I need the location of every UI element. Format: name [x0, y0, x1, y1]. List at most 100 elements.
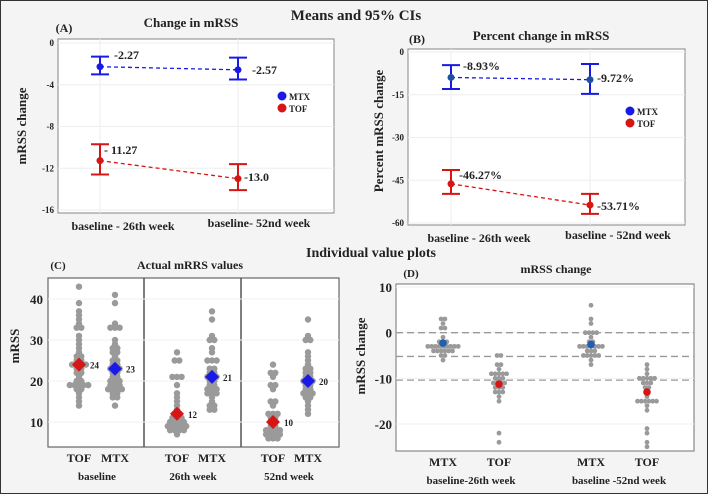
- data-point: [173, 381, 181, 389]
- data-point: [496, 375, 502, 381]
- x-facet-label: baseline: [78, 471, 116, 483]
- data-point: [204, 390, 211, 397]
- data-point: [208, 357, 216, 364]
- data-point: [425, 343, 431, 349]
- data-point: [208, 316, 216, 323]
- data-point: [584, 348, 590, 354]
- data-point: [496, 430, 502, 436]
- data-point: [208, 308, 216, 315]
- mean-point: [586, 76, 594, 84]
- series-line-mtx: [99, 66, 239, 71]
- data-point: [442, 316, 448, 322]
- mean-point: [96, 63, 104, 71]
- data-point: [500, 389, 506, 395]
- data-point: [213, 390, 220, 397]
- data-label: -53.71%: [597, 199, 640, 213]
- data-point: [489, 371, 494, 377]
- x-category-label: baseline- 52nd week: [208, 216, 311, 230]
- y-tick-label: 0: [386, 326, 393, 341]
- x-category-label: baseline - 26th week: [428, 231, 531, 245]
- data-point: [581, 353, 586, 358]
- data-point: [75, 299, 83, 307]
- data-point: [450, 348, 455, 354]
- data-point: [582, 330, 588, 336]
- mean-label: 21: [223, 373, 233, 383]
- y-tick-label: 40: [30, 292, 43, 307]
- data-point: [173, 431, 181, 438]
- x-facet-label: 52nd week: [264, 471, 315, 483]
- data-point: [586, 330, 592, 336]
- mean-point-mtx: [587, 340, 595, 349]
- x-group-label: TOF: [261, 451, 285, 465]
- data-point: [584, 353, 590, 358]
- x-facet-label: baseline-26th week: [427, 475, 517, 487]
- data-point: [169, 373, 176, 381]
- mean-point: [234, 175, 242, 183]
- panel-label: (A): [56, 21, 73, 35]
- y-tick-label: 10: [379, 280, 392, 295]
- data-point: [492, 375, 498, 381]
- x-group-label: MTX: [577, 455, 605, 469]
- data-point: [496, 439, 502, 445]
- data-point: [588, 357, 594, 363]
- mean-point-tof: [495, 380, 503, 388]
- data-point: [644, 403, 650, 409]
- data-point: [588, 348, 594, 354]
- data-point: [492, 389, 498, 395]
- mean-diamond-tof: [266, 415, 280, 429]
- data-point: [66, 381, 74, 389]
- data-label: -9.72%: [597, 71, 634, 85]
- y-axis-label: mRSS change: [14, 87, 29, 164]
- data-point: [588, 316, 594, 322]
- data-point: [304, 316, 312, 323]
- mean-point: [234, 66, 242, 74]
- mean-label: 12: [188, 410, 198, 420]
- data-point: [438, 316, 444, 322]
- data-point: [307, 336, 314, 344]
- data-point: [581, 343, 586, 349]
- data-point: [502, 380, 508, 386]
- mean-diamond-tof: [170, 406, 184, 421]
- x-group-label: MTX: [198, 451, 226, 465]
- x-group-label: TOF: [165, 451, 189, 465]
- data-point: [496, 394, 502, 399]
- data-label: -13.0: [244, 170, 269, 184]
- data-point: [588, 353, 594, 358]
- data-point: [302, 336, 309, 344]
- data-point: [644, 426, 650, 431]
- data-point: [496, 371, 502, 377]
- y-tick-label: -20: [375, 417, 392, 432]
- data-point: [269, 435, 277, 442]
- data-point: [494, 362, 500, 368]
- heading-individual-values: Individual value plots: [306, 246, 436, 261]
- data-label: -8.93%: [463, 59, 500, 73]
- data-point: [648, 375, 654, 381]
- y-axis-label: mRSS change: [353, 317, 368, 394]
- legend-label: MTX: [637, 107, 658, 117]
- y-tick-label: -10: [375, 371, 392, 386]
- data-point: [104, 386, 112, 393]
- data-point: [440, 334, 446, 340]
- data-point: [600, 343, 605, 349]
- y-tick-label: -30: [392, 133, 404, 143]
- y-tick-label: 0: [50, 38, 55, 48]
- data-point: [496, 398, 502, 404]
- data-point: [500, 371, 506, 377]
- data-point: [644, 380, 650, 386]
- data-point: [644, 375, 650, 381]
- data-point: [654, 398, 659, 404]
- legend-marker-mtx: [625, 106, 635, 116]
- data-point: [274, 435, 281, 442]
- mean-label: 20: [319, 377, 329, 387]
- data-point: [494, 353, 500, 358]
- x-category-label: baseline - 26th week: [72, 219, 175, 233]
- data-point: [504, 371, 509, 377]
- chart-title: Percent change in mRSS: [473, 28, 610, 43]
- y-tick-label: -8: [47, 122, 55, 132]
- data-point: [206, 336, 213, 344]
- x-group-label: MTX: [101, 451, 129, 465]
- data-point: [644, 366, 650, 372]
- data-point: [429, 343, 434, 349]
- mean-diamond-tof: [72, 357, 86, 372]
